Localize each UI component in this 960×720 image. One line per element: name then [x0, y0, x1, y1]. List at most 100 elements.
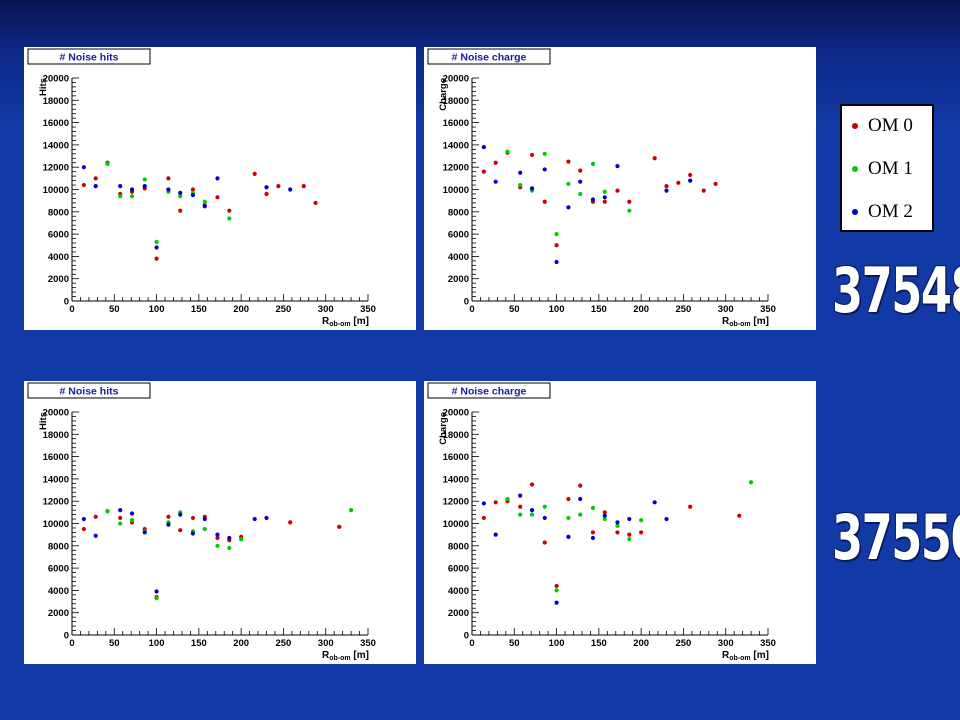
- y-tick-label: 8000: [48, 541, 69, 552]
- legend-item-om1: OM 1: [852, 158, 913, 180]
- y-tick-label: 6000: [448, 230, 469, 241]
- x-tick-label: 200: [233, 304, 249, 315]
- data-point: [337, 524, 342, 529]
- data-point: [190, 187, 196, 192]
- data-point: [178, 512, 183, 517]
- data-point: [602, 510, 607, 515]
- data-point: [529, 186, 535, 191]
- y-tick-label: 2000: [448, 608, 469, 619]
- data-point: [664, 516, 669, 522]
- data-point: [518, 512, 523, 517]
- chart-title-box: [27, 382, 151, 399]
- x-tick-label: 350: [360, 304, 376, 315]
- data-point: [518, 504, 523, 509]
- data-point: [652, 500, 657, 505]
- data-point: [190, 515, 196, 521]
- y-tick-label: 4000: [448, 252, 469, 263]
- x-tick-label: 250: [675, 638, 691, 649]
- y-tick-label: 16000: [443, 452, 469, 463]
- y-tick-label: 0: [464, 297, 469, 308]
- y-tick-label: 14000: [43, 474, 69, 485]
- x-tick-label: 50: [109, 304, 120, 315]
- data-point: [154, 239, 159, 245]
- data-point: [542, 167, 547, 172]
- data-point: [142, 530, 147, 535]
- data-point: [615, 520, 620, 525]
- data-point: [701, 188, 706, 193]
- data-point: [578, 168, 583, 173]
- data-point: [542, 151, 547, 156]
- data-point: [154, 589, 159, 594]
- data-point: [142, 177, 147, 182]
- x-axis-label: Rob-om [m]: [322, 316, 369, 328]
- y-tick-label: 8000: [48, 207, 69, 218]
- data-point: [688, 504, 693, 509]
- data-point: [542, 504, 547, 509]
- chart-title-box: [427, 382, 551, 399]
- data-point: [166, 522, 171, 527]
- data-point: [202, 204, 207, 209]
- y-tick-label: 2000: [448, 274, 469, 285]
- y-tick-label: 12000: [43, 163, 69, 174]
- data-point: [252, 516, 257, 522]
- y-axis-label: Hits: [38, 412, 49, 430]
- legend: OM 0 OM 1 OM 2: [840, 104, 934, 232]
- y-tick-label: 8000: [448, 541, 469, 552]
- data-point: [493, 500, 498, 505]
- legend-marker: [852, 209, 858, 215]
- y-tick-label: 0: [64, 631, 69, 642]
- y-tick-label: 0: [64, 297, 69, 308]
- data-point: [227, 208, 232, 213]
- data-point: [154, 245, 159, 250]
- data-point: [652, 156, 657, 161]
- y-tick-label: 6000: [448, 564, 469, 575]
- x-tick-label: 250: [275, 638, 291, 649]
- x-tick-label: 0: [69, 304, 74, 315]
- data-point: [566, 515, 571, 521]
- data-point: [264, 515, 269, 521]
- data-point: [566, 205, 571, 210]
- chart-title-box: [27, 48, 151, 65]
- data-point: [566, 181, 571, 187]
- x-tick-label: 350: [760, 304, 776, 315]
- data-point: [215, 195, 220, 200]
- y-tick-label: 20000: [443, 74, 469, 85]
- data-point: [737, 513, 742, 518]
- data-point: [154, 596, 159, 601]
- data-point: [481, 515, 486, 521]
- y-tick-label: 10000: [43, 519, 69, 530]
- data-point: [529, 508, 535, 513]
- data-point: [288, 520, 293, 525]
- data-point: [202, 526, 207, 532]
- y-tick-label: 8000: [448, 207, 469, 218]
- data-point: [118, 194, 123, 199]
- x-tick-label: 50: [509, 638, 520, 649]
- x-tick-label: 300: [718, 304, 734, 315]
- y-tick-label: 16000: [43, 452, 69, 463]
- x-tick-label: 200: [633, 638, 649, 649]
- data-point: [93, 533, 98, 538]
- x-tick-label: 150: [591, 304, 607, 315]
- data-point: [566, 534, 571, 539]
- data-point: [578, 191, 583, 197]
- data-point: [154, 256, 159, 261]
- y-tick-label: 16000: [443, 118, 469, 129]
- data-point: [578, 512, 583, 517]
- chart-svg: # Noise hits0200040006000800010000120001…: [27, 382, 376, 662]
- y-tick-label: 16000: [43, 118, 69, 129]
- data-point: [518, 182, 523, 188]
- data-point: [615, 188, 620, 193]
- data-point: [493, 179, 498, 184]
- data-point: [264, 191, 269, 197]
- y-axis-label: Charge: [438, 78, 449, 111]
- x-tick-label: 150: [191, 304, 207, 315]
- data-point: [748, 480, 754, 485]
- data-point: [676, 180, 681, 185]
- data-point: [602, 516, 607, 522]
- data-point: [590, 161, 596, 166]
- chart-svg: # Noise charge02000400060008000100001200…: [427, 382, 776, 662]
- data-point: [481, 169, 486, 174]
- data-point: [81, 165, 86, 170]
- x-tick-label: 100: [549, 304, 565, 315]
- data-point: [239, 537, 244, 542]
